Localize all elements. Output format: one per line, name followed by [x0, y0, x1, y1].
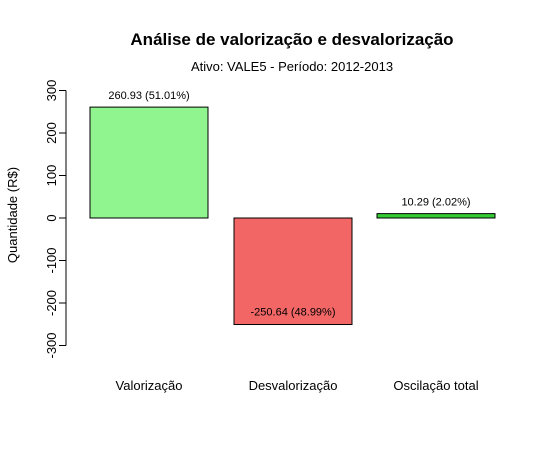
category-labels: Valorização Desvalorização Oscilação total [116, 378, 479, 393]
category-label-1: Desvalorização [249, 378, 338, 393]
y-tick-label: 300 [44, 80, 59, 102]
category-label-2: Oscilação total [393, 378, 478, 393]
bar-1 [233, 217, 353, 326]
data-label-2: 10.29 (2.02%) [401, 197, 470, 209]
y-axis-label: Quantidade (R$) [5, 167, 20, 263]
bars [89, 106, 496, 326]
bar-0 [89, 106, 209, 219]
y-tick-label: -100 [44, 247, 59, 273]
data-label-0: 260.93 (51.01%) [108, 90, 189, 102]
y-axis: -300 -200 -100 0 100 200 300 [44, 80, 67, 359]
bar-2 [376, 213, 496, 219]
data-labels: 260.93 (51.01%) -250.64 (48.99%) 10.29 (2.… [108, 90, 470, 318]
chart-title: Análise de valorização e desvalorização [130, 30, 453, 49]
data-label-1: -250.64 (48.99%) [251, 307, 336, 319]
y-tick-label: 100 [44, 165, 59, 187]
chart-subtitle: Ativo: VALE5 - Período: 2012-2013 [191, 59, 393, 74]
y-tick-label: 200 [44, 122, 59, 144]
y-tick-label: -300 [44, 332, 59, 358]
y-tick-label: 0 [44, 214, 59, 221]
y-tick-label: -200 [44, 290, 59, 316]
category-label-0: Valorização [116, 378, 183, 393]
